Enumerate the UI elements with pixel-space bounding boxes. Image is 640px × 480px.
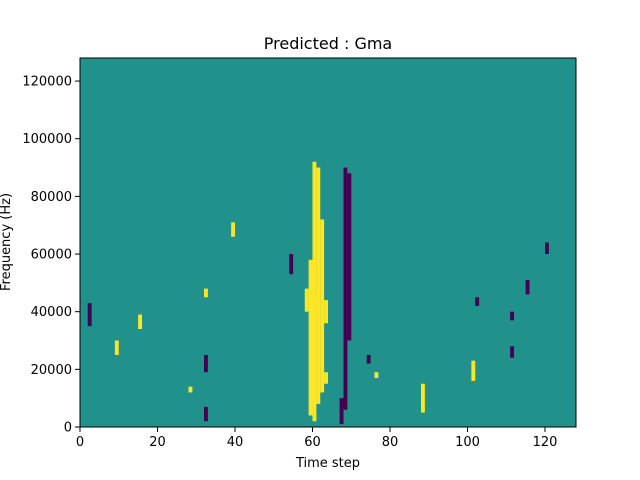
- x-tick-label: 120: [533, 435, 558, 450]
- heatmap-cell-positive: [138, 314, 143, 329]
- heatmap-cell-negative: [289, 254, 294, 275]
- heatmap-cell-positive: [421, 383, 425, 413]
- heatmap-cell-positive: [471, 360, 476, 381]
- x-axis: 0 20 40 60 80 100 120: [76, 427, 558, 450]
- heatmap-cell-negative: [545, 242, 549, 255]
- y-tick-label: 0: [64, 421, 72, 436]
- heatmap-cell-positive: [188, 386, 193, 393]
- y-axis: 0 20000 40000 60000 80000 100000 120000: [22, 75, 80, 436]
- y-tick-label: 100000: [22, 132, 72, 147]
- x-tick-label: 60: [304, 435, 321, 450]
- heatmap-cell-negative: [366, 354, 371, 364]
- heatmap-cell-negative: [87, 303, 92, 327]
- x-tick-label: 100: [455, 435, 480, 450]
- y-tick-label: 40000: [31, 305, 72, 320]
- heatmap-cell-positive: [312, 294, 317, 312]
- chart-title: Predicted : Gma: [264, 34, 392, 53]
- y-tick-label: 60000: [31, 248, 72, 263]
- heatmap-cell-positive: [312, 161, 317, 422]
- y-tick-label: 20000: [31, 363, 72, 378]
- y-axis-label: Frequency (Hz): [0, 193, 14, 291]
- heatmap-background: [80, 58, 576, 427]
- x-tick-label: 0: [76, 435, 84, 450]
- y-tick-label: 80000: [31, 190, 72, 205]
- x-axis-label: Time step: [295, 456, 360, 471]
- heatmap-cell-negative: [475, 297, 480, 306]
- plot-area: [80, 58, 576, 427]
- x-tick-label: 40: [227, 435, 244, 450]
- heatmap-cell-positive: [114, 340, 119, 355]
- heatmap-cell-positive: [320, 219, 325, 393]
- heatmap-cell-positive: [316, 167, 321, 404]
- heatmap-cell-negative: [510, 346, 515, 358]
- heatmap-cell-negative: [204, 406, 208, 422]
- heatmap-cell-negative: [339, 398, 344, 425]
- heatmap-cell-positive: [231, 222, 236, 237]
- heatmap-cell-negative: [347, 173, 352, 341]
- heatmap-cell-negative: [525, 279, 530, 295]
- heatmap-cell-positive: [308, 259, 313, 416]
- heatmap-cell-negative: [510, 311, 515, 321]
- x-tick-label: 20: [149, 435, 166, 450]
- heatmap-cell-positive: [304, 288, 309, 312]
- heatmap-cell-negative: [204, 354, 208, 373]
- y-tick-label: 120000: [22, 75, 72, 90]
- heatmap-cell-positive: [324, 300, 329, 324]
- heatmap-cell-positive: [204, 288, 208, 298]
- heatmap-cell-positive: [374, 372, 379, 378]
- x-tick-label: 80: [382, 435, 399, 450]
- heatmap-cell-positive: [324, 372, 329, 384]
- plot-frame: [79, 57, 577, 428]
- heatmap-cell-negative: [343, 167, 348, 410]
